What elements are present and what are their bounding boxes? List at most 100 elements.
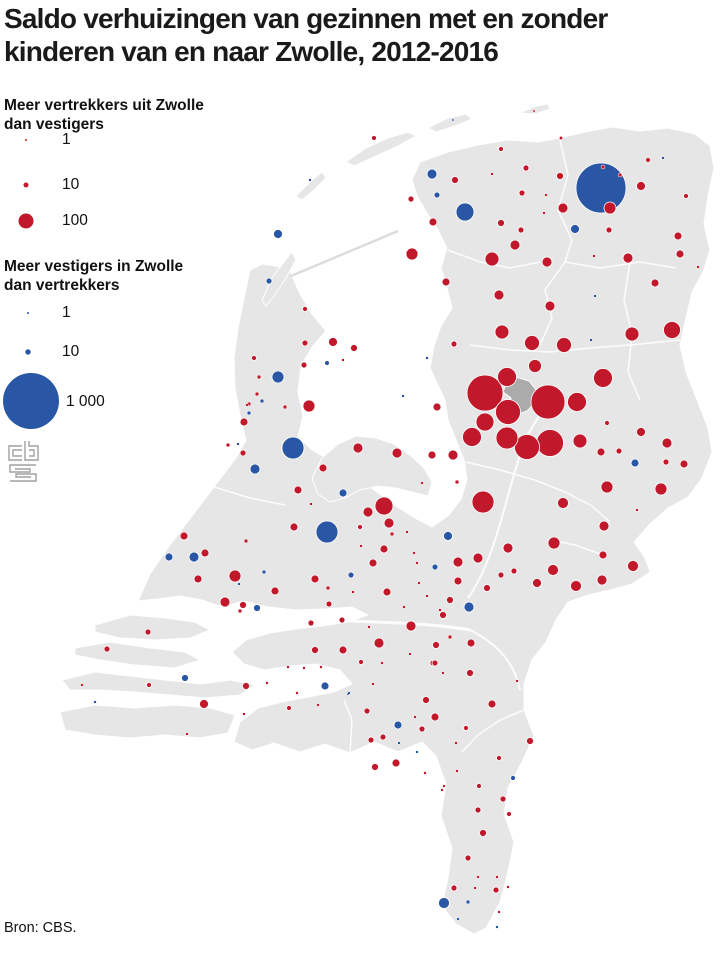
municipality-circle — [490, 172, 494, 176]
municipality-circle — [261, 569, 267, 575]
municipality-circle — [605, 226, 613, 234]
municipality-circle — [465, 899, 471, 905]
municipality-circle — [325, 600, 333, 608]
municipality-circle — [93, 700, 97, 704]
municipality-circle — [466, 638, 476, 648]
municipality-circle — [636, 181, 646, 191]
municipality-circle — [423, 771, 427, 775]
municipality-circle — [307, 619, 315, 627]
municipality-circle — [371, 682, 375, 686]
municipality-circle — [497, 910, 501, 914]
municipality-circle — [389, 531, 395, 537]
municipality-circle — [185, 732, 189, 736]
municipality-circle — [256, 374, 262, 380]
legend-out-circle-100 — [18, 213, 34, 229]
municipality-circle — [572, 433, 588, 449]
legend-out-label-10: 10 — [62, 176, 80, 193]
municipality-circle — [302, 399, 316, 413]
legend-out-heading-line2: dan vestigers — [4, 116, 104, 133]
municipality-circle — [466, 374, 504, 412]
municipality-circle — [600, 480, 614, 494]
municipality-circle — [367, 625, 371, 629]
municipality-circle — [542, 211, 546, 215]
municipality-circle — [675, 249, 685, 259]
municipality-circle — [308, 178, 312, 182]
municipality-circle — [495, 399, 521, 425]
municipality-circle — [661, 437, 673, 449]
municipality-circle — [493, 289, 505, 301]
municipality-circle — [645, 157, 651, 163]
municipality-circle — [463, 725, 469, 731]
municipality-circle — [401, 394, 405, 398]
municipality-circle — [357, 524, 363, 530]
wadden-island-texel — [261, 251, 297, 307]
municipality-circle — [510, 775, 516, 781]
municipality-circle — [600, 164, 606, 170]
legend-in-label-10: 10 — [62, 343, 80, 360]
municipality-circle — [405, 620, 417, 632]
municipality-circle — [347, 691, 351, 695]
municipality-circle — [379, 544, 389, 554]
municipality-circle — [441, 671, 445, 675]
municipality-circle — [556, 337, 572, 353]
municipality-circle — [598, 550, 608, 560]
municipality-circle — [363, 707, 371, 715]
municipality-circle — [425, 594, 429, 598]
municipality-circle — [249, 463, 261, 475]
municipality-circle — [225, 442, 231, 448]
legend-out-circle-10 — [23, 182, 29, 188]
municipality-circle — [570, 224, 580, 234]
municipality-circle — [418, 725, 426, 733]
municipality-circle — [541, 256, 553, 268]
municipality-circle — [405, 247, 419, 261]
legend-out-circle-1 — [25, 139, 27, 141]
municipality-circle — [237, 608, 243, 614]
municipality-circle — [200, 548, 210, 558]
municipality-circle — [293, 485, 303, 495]
municipality-circle — [358, 659, 364, 665]
municipality-circle — [371, 763, 379, 771]
municipality-circle — [181, 674, 189, 682]
chart-title: Saldo verhuizingen van gezinnen met en z… — [4, 2, 608, 68]
municipality-circle — [454, 479, 460, 485]
municipality-circle — [509, 239, 521, 251]
municipality-circle — [242, 712, 246, 716]
municipality-circle — [426, 168, 438, 180]
municipality-circle — [557, 202, 569, 214]
municipality-circle — [559, 136, 563, 140]
municipality-circle — [596, 447, 606, 457]
municipality-circle — [502, 542, 514, 554]
municipality-circle — [236, 442, 240, 446]
municipality-circle — [440, 788, 444, 792]
municipality-circle — [379, 733, 387, 741]
municipality-circle — [338, 645, 348, 655]
municipality-circle — [596, 574, 608, 586]
municipality-circle — [575, 162, 627, 214]
municipality-circle — [472, 552, 484, 564]
wadden-island-ameland — [426, 113, 473, 133]
municipality-circle — [636, 427, 646, 437]
municipality-circle — [251, 355, 257, 361]
municipality-circle — [302, 306, 308, 312]
municipality-circle — [219, 596, 231, 608]
zeeland-island-shape — [74, 641, 202, 669]
municipality-circle — [301, 339, 309, 347]
municipality-circle — [455, 769, 459, 773]
municipality-circle — [630, 458, 640, 468]
municipality-circle — [417, 581, 421, 585]
municipality-circle — [506, 885, 510, 889]
municipality-circle — [271, 370, 285, 384]
chart-title-line1: Saldo verhuizingen van gezinnen met en z… — [4, 3, 608, 34]
mainland-shape — [137, 126, 715, 935]
municipality-circle — [593, 368, 613, 388]
municipality-circle — [428, 217, 438, 227]
municipality-circle — [617, 172, 623, 178]
municipality-circle — [239, 449, 247, 457]
municipality-circle — [431, 659, 439, 667]
municipality-circle — [350, 344, 358, 352]
municipality-circle — [367, 736, 375, 744]
municipality-circle — [270, 586, 280, 596]
legend-in-circle-1000 — [3, 373, 59, 429]
